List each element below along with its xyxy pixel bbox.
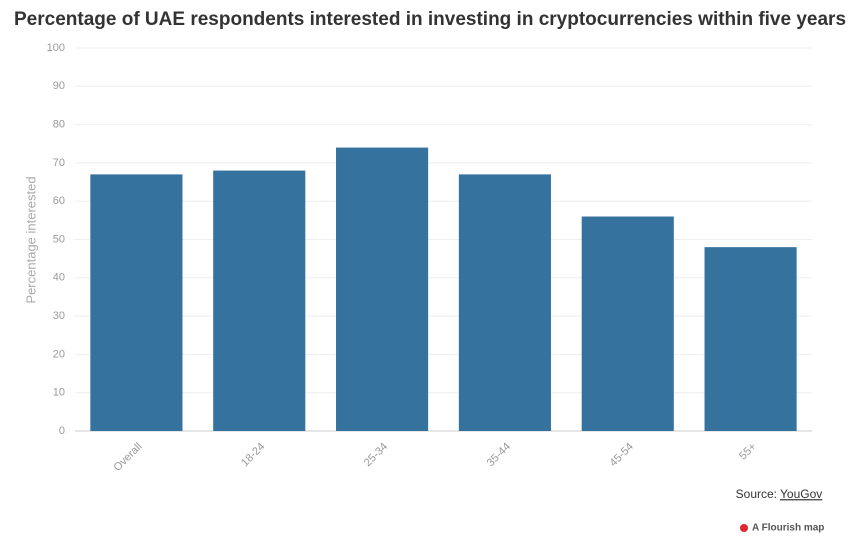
- chart-title: Percentage of UAE respondents interested…: [14, 9, 846, 30]
- credit[interactable]: A Flourish map: [752, 523, 824, 534]
- bar: [336, 147, 429, 431]
- bar: [581, 216, 674, 431]
- bar: [704, 247, 797, 431]
- y-tick-label: 90: [53, 80, 65, 92]
- y-tick-label: 70: [53, 157, 65, 169]
- y-tick-label: 80: [53, 119, 65, 131]
- y-tick-label: 40: [53, 272, 65, 284]
- y-tick-label: 10: [53, 387, 65, 399]
- bar: [458, 174, 551, 431]
- x-tick-label: 55+: [737, 441, 759, 463]
- y-axis-label: Percentage interested: [23, 176, 38, 303]
- x-tick-label: 35-44: [485, 441, 513, 469]
- source-label: Source:: [736, 487, 777, 501]
- y-tick-label: 60: [53, 195, 65, 207]
- y-tick-label: 0: [59, 425, 65, 437]
- y-tick-label: 20: [53, 348, 65, 360]
- source-link[interactable]: YouGov: [780, 487, 822, 501]
- x-tick-label: 45-54: [608, 441, 636, 469]
- x-tick-label: 18-24: [239, 441, 267, 469]
- y-tick-label: 30: [53, 310, 65, 322]
- y-tick-label: 50: [53, 233, 65, 245]
- bar: [90, 174, 183, 431]
- x-tick-label: 25-34: [362, 441, 390, 469]
- flourish-logo: [740, 524, 748, 532]
- x-tick-label: Overall: [111, 441, 144, 474]
- y-tick-label: 100: [47, 42, 65, 54]
- bar: [213, 170, 306, 431]
